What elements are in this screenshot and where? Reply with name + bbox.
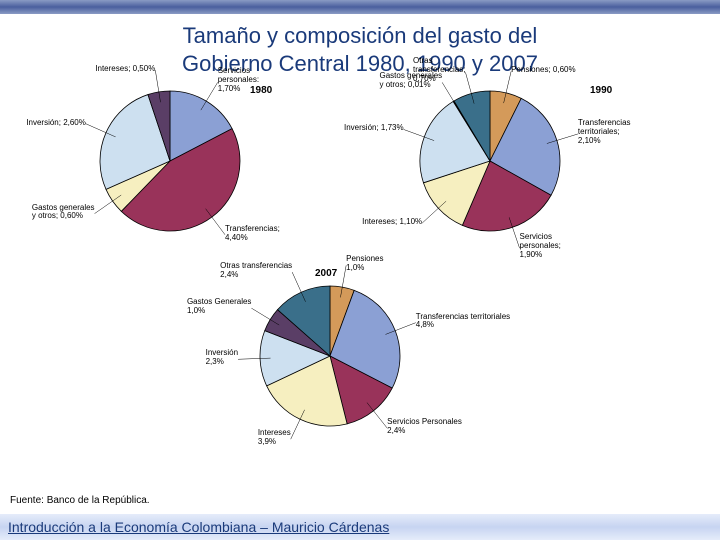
slice-label: Inversión; 1,73%: [344, 124, 404, 133]
slice-label: Gastos Generales1,0%: [187, 298, 251, 316]
chart-year-label: 2007: [315, 268, 337, 279]
source-label: Fuente: Banco de la República.: [10, 495, 150, 506]
slice-label: Pensiones; 0,60%: [511, 66, 576, 75]
slice-label: Inversión; 2,60%: [26, 119, 86, 128]
slice-label: Servicios Personales2,4%: [387, 418, 462, 436]
footer-text: Introducción a la Economía Colombiana – …: [8, 519, 389, 535]
slice-label: Otrastransferencias;0,70%: [413, 57, 465, 83]
slice-label: Otras transferencias2,4%: [220, 262, 292, 280]
charts-area: 1980Serviciospersonales:1,70%Transferenc…: [0, 81, 720, 481]
slice-label: Serviciospersonales;1,90%: [520, 233, 561, 259]
slice-label: Serviciospersonales:1,70%: [218, 67, 259, 93]
footer-bar: Introducción a la Economía Colombiana – …: [0, 514, 720, 540]
slice-label: Intereses; 0,50%: [95, 65, 155, 74]
slice-label: Gastos generalesy otros; 0,60%: [32, 204, 95, 222]
slice-label: Inversión2,3%: [206, 349, 238, 367]
slice-label: Intereses3,9%: [258, 429, 291, 447]
chart-year-label: 1990: [590, 85, 612, 96]
slice-label: Pensiones1,0%: [346, 255, 383, 273]
pie-chart-2007: 2007Pensiones1,0%Transferencias territor…: [170, 196, 490, 521]
slice-label: Transferenciasterritoriales;2,10%: [578, 119, 631, 145]
slice-label: Transferencias territoriales4,8%: [416, 313, 510, 331]
